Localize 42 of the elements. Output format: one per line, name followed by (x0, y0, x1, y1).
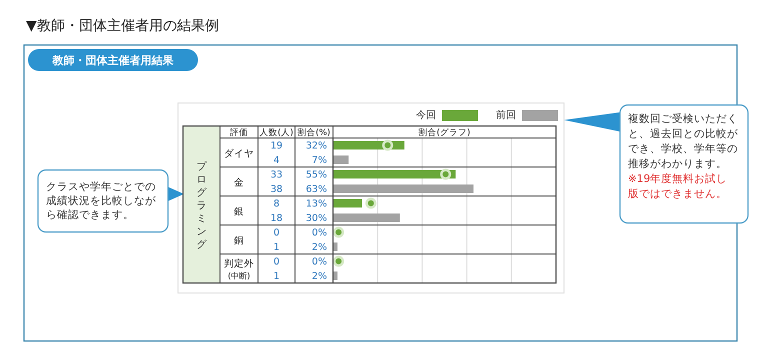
text: ※19年度無料お試し版ではできません。 (628, 172, 728, 200)
data-label: 32% (306, 140, 327, 152)
y-tick-label: 金 (234, 176, 244, 188)
data-label: 13% (306, 198, 327, 210)
data-label: 2% (312, 242, 327, 253)
text: クラスや学年ごとでの成績状況を比較しながら確認できます。 (46, 181, 157, 221)
text: ▼教師・団体主催者用の結果例 (26, 18, 219, 34)
y-tick-label: 銅 (234, 236, 244, 246)
y-tick-label: 銀 (234, 206, 244, 218)
text: 教師・団体主催者用結果 (52, 54, 174, 67)
data-label: 30% (306, 213, 327, 224)
text: 4 (273, 155, 280, 166)
text: 0 (273, 228, 280, 238)
text: 33 (270, 170, 283, 180)
y-tick-label: ダイヤ (224, 148, 254, 160)
legend-label: 今回 (416, 109, 436, 121)
bar (333, 184, 474, 193)
y-tick-label: 判定外(中断) (224, 258, 254, 280)
text: 1 (273, 271, 280, 282)
text: 1 (273, 242, 280, 253)
data-label: 0% (312, 256, 327, 268)
text: 割合(%) (298, 127, 330, 138)
data-label: 63% (306, 184, 327, 195)
text: 人数(人) (260, 127, 294, 138)
text: 19 (270, 140, 283, 152)
data-label: 7% (312, 155, 327, 166)
data-label: 0% (312, 228, 327, 238)
legend-label: 前回 (496, 109, 516, 121)
text: 評価 (230, 127, 248, 138)
x-axis-title: 割合(グラフ) (418, 127, 470, 138)
bar (333, 199, 362, 208)
text: 18 (270, 213, 283, 224)
text: 複数回ご受検いただくと、過去回との比較ができ、学校、学年等の推移がわかります。 (628, 112, 739, 170)
text: 38 (270, 184, 283, 195)
bar (333, 170, 456, 178)
data-label: 2% (312, 271, 327, 282)
data-label: 55% (306, 170, 327, 180)
text: 8 (273, 198, 280, 210)
y-axis-title: プログラミング (196, 160, 208, 250)
bar (333, 156, 349, 164)
text: 0 (273, 256, 280, 268)
bar (333, 214, 400, 222)
